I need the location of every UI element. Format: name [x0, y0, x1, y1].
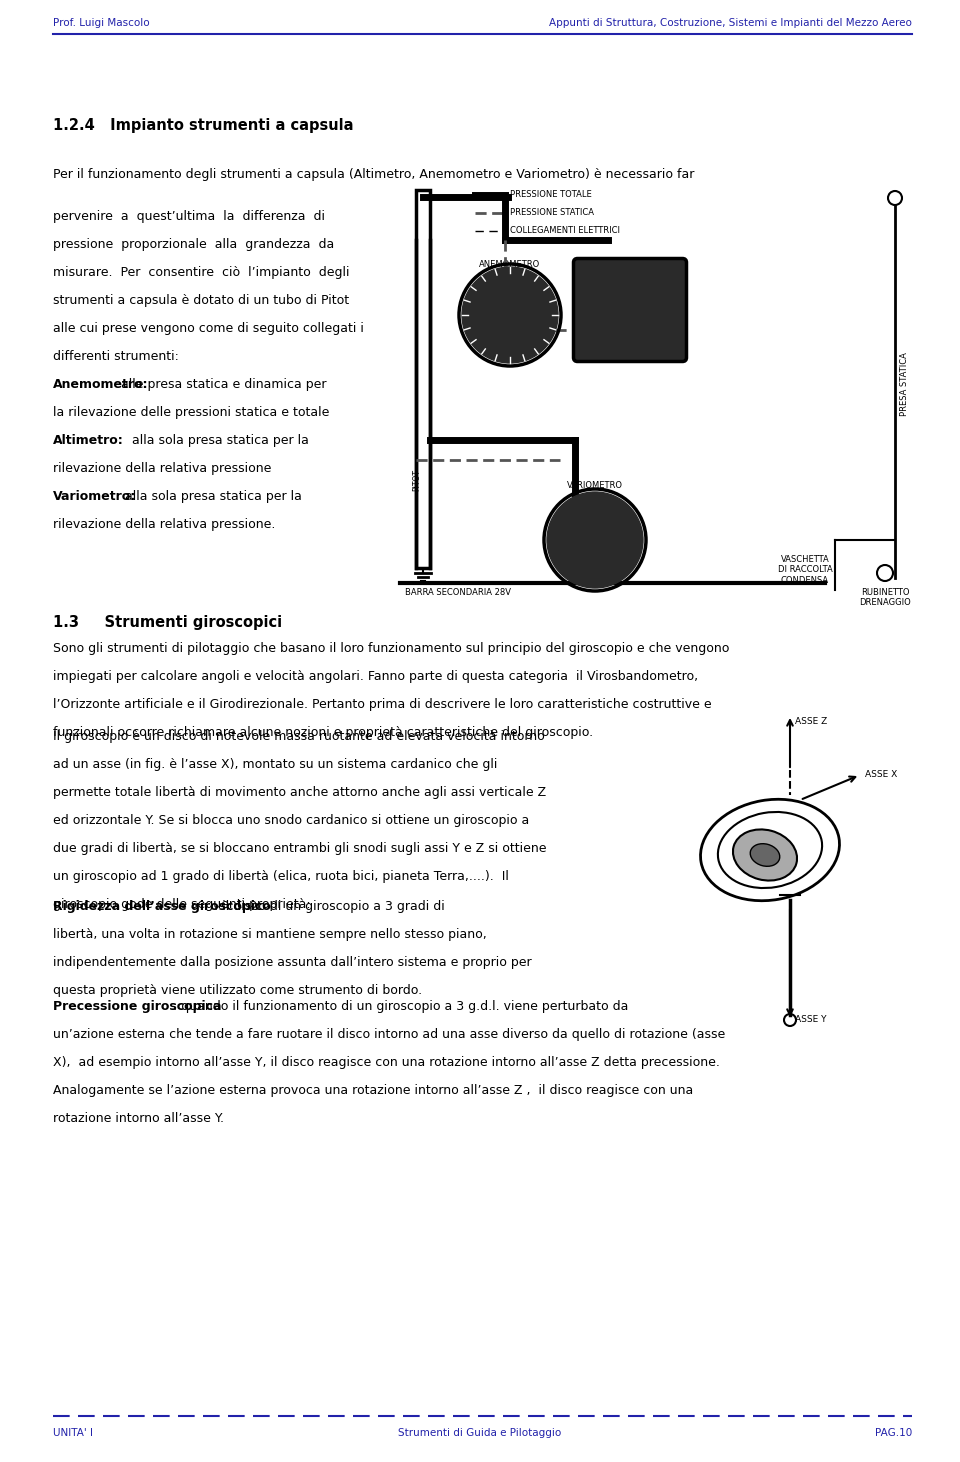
Text: RUBINETTO
DRENAGGIO: RUBINETTO DRENAGGIO — [859, 588, 911, 607]
Text: alla sola presa statica per la: alla sola presa statica per la — [108, 490, 301, 503]
Text: un’azione esterna che tende a fare ruotare il disco intorno ad una asse diverso : un’azione esterna che tende a fare ruota… — [53, 1028, 725, 1041]
Text: ad un asse (in fig. è l’asse X), montato su un sistema cardanico che gli: ad un asse (in fig. è l’asse X), montato… — [53, 757, 497, 770]
Text: Analogamente se l’azione esterna provoca una rotazione intorno all’asse Z ,  il : Analogamente se l’azione esterna provoca… — [53, 1083, 693, 1096]
Text: pervenire  a  quest’ultima  la  differenza  di: pervenire a quest’ultima la differenza d… — [53, 211, 325, 224]
Text: indipendentemente dalla posizione assunta dall’intero sistema e proprio per: indipendentemente dalla posizione assunt… — [53, 956, 532, 969]
Text: BARRA SECONDARIA 28V: BARRA SECONDARIA 28V — [405, 588, 511, 596]
Text: ALTIMETRO: ALTIMETRO — [607, 260, 654, 269]
Text: permette totale libertà di movimento anche attorno anche agli assi verticale Z: permette totale libertà di movimento anc… — [53, 787, 546, 800]
Text: funzionali occorre richiamare alcune nozioni e proprietà caratteristiche del gir: funzionali occorre richiamare alcune noz… — [53, 727, 593, 738]
Text: X),  ad esempio intorno all’asse Y, il disco reagisce con una rotazione intorno : X), ad esempio intorno all’asse Y, il di… — [53, 1056, 720, 1069]
Text: alle cui prese vengono come di seguito collegati i: alle cui prese vengono come di seguito c… — [53, 322, 364, 335]
Text: rotazione intorno all’asse Y.: rotazione intorno all’asse Y. — [53, 1113, 224, 1124]
Text: VASCHETTA
DI RACCOLTA
CONDENSA: VASCHETTA DI RACCOLTA CONDENSA — [778, 556, 832, 585]
Text: Precessione giroscopica: Precessione giroscopica — [53, 1000, 222, 1013]
Text: Sono gli strumenti di pilotaggio che basano il loro funzionamento sul principio : Sono gli strumenti di pilotaggio che bas… — [53, 642, 730, 655]
Text: alla sola presa statica per la: alla sola presa statica per la — [104, 434, 308, 447]
Text: giroscopio gode delle seguenti proprietà:: giroscopio gode delle seguenti proprietà… — [53, 898, 311, 911]
Text: Prof. Luigi Mascolo: Prof. Luigi Mascolo — [53, 18, 150, 28]
Text: strumenti a capsula è dotato di un tubo di Pitot: strumenti a capsula è dotato di un tubo … — [53, 294, 349, 307]
Text: ANEMOMETRO: ANEMOMETRO — [479, 260, 540, 269]
Text: PAG.10: PAG.10 — [875, 1428, 912, 1439]
Text: un giroscopio ad 1 grado di libertà (elica, ruota bici, pianeta Terra,....).  Il: un giroscopio ad 1 grado di libertà (eli… — [53, 870, 509, 883]
Text: differenti strumenti:: differenti strumenti: — [53, 349, 179, 363]
Text: PITOT: PITOT — [413, 469, 421, 491]
Text: questa proprietà viene utilizzato come strumento di bordo.: questa proprietà viene utilizzato come s… — [53, 984, 422, 997]
Text: impiegati per calcolare angoli e velocità angolari. Fanno parte di questa catego: impiegati per calcolare angoli e velocit… — [53, 670, 698, 683]
Text: libertà, una volta in rotazione si mantiene sempre nello stesso piano,: libertà, una volta in rotazione si manti… — [53, 928, 487, 942]
Text: l’Orizzonte artificiale e il Girodirezionale. Pertanto prima di descrivere le lo: l’Orizzonte artificiale e il Girodirezio… — [53, 697, 711, 711]
Text: PRESSIONE TOTALE: PRESSIONE TOTALE — [510, 190, 591, 199]
Text: PRESSIONE STATICA: PRESSIONE STATICA — [510, 208, 594, 216]
Text: alle presa statica e dinamica per: alle presa statica e dinamica per — [108, 379, 326, 390]
Text: Variometro:: Variometro: — [53, 490, 136, 503]
Text: misurare.  Per  consentire  ciò  l’impianto  degli: misurare. Per consentire ciò l’impianto … — [53, 266, 349, 279]
Text: : quando il funzionamento di un giroscopio a 3 g.d.l. viene perturbato da: : quando il funzionamento di un giroscop… — [173, 1000, 628, 1013]
Text: la rilevazione delle pressioni statica e totale: la rilevazione delle pressioni statica e… — [53, 406, 329, 420]
Text: UNITA' I: UNITA' I — [53, 1428, 93, 1439]
Text: Anemometro:: Anemometro: — [53, 379, 149, 390]
Text: due gradi di libertà, se si bloccano entrambi gli snodi sugli assi Y e Z si otti: due gradi di libertà, se si bloccano ent… — [53, 842, 546, 855]
Text: COLLEGAMENTI ELETTRICI: COLLEGAMENTI ELETTRICI — [510, 227, 620, 235]
Text: rilevazione della relativa pressione.: rilevazione della relativa pressione. — [53, 518, 276, 531]
Text: pressione  proporzionale  alla  grandezza  da: pressione proporzionale alla grandezza d… — [53, 238, 334, 251]
Text: Strumenti di Guida e Pilotaggio: Strumenti di Guida e Pilotaggio — [398, 1428, 562, 1439]
Text: ASSE X: ASSE X — [865, 770, 898, 779]
Text: 1.3     Strumenti giroscopici: 1.3 Strumenti giroscopici — [53, 616, 282, 630]
Circle shape — [462, 268, 558, 363]
Text: PRESA STATICA: PRESA STATICA — [900, 352, 909, 415]
Bar — [416, 190, 430, 569]
Text: : il disco di un giroscopio a 3 gradi di: : il disco di un giroscopio a 3 gradi di — [214, 901, 444, 912]
FancyBboxPatch shape — [573, 259, 686, 361]
Text: 1.2.4   Impianto strumenti a capsula: 1.2.4 Impianto strumenti a capsula — [53, 118, 353, 133]
Text: VARIOMETRO: VARIOMETRO — [567, 481, 623, 490]
Text: ASSE Z: ASSE Z — [795, 716, 828, 727]
Text: ASSE Y: ASSE Y — [795, 1015, 827, 1023]
Ellipse shape — [750, 844, 780, 867]
Text: ed orizzontale Y. Se si blocca uno snodo cardanico si ottiene un giroscopio a: ed orizzontale Y. Se si blocca uno snodo… — [53, 814, 529, 827]
Text: rilevazione della relativa pressione: rilevazione della relativa pressione — [53, 462, 272, 475]
Circle shape — [547, 493, 643, 588]
Text: Altimetro:: Altimetro: — [53, 434, 124, 447]
Text: Appunti di Struttura, Costruzione, Sistemi e Impianti del Mezzo Aereo: Appunti di Struttura, Costruzione, Siste… — [549, 18, 912, 28]
Text: Rigidezza dell’asse giroscopico: Rigidezza dell’asse giroscopico — [53, 901, 271, 912]
Text: Per il funzionamento degli strumenti a capsula (Altimetro, Anemometro e Variomet: Per il funzionamento degli strumenti a c… — [53, 168, 694, 181]
Text: Il giroscopio è un disco di notevole massa ruotante ad elevata velocità intorno: Il giroscopio è un disco di notevole mas… — [53, 730, 544, 743]
Ellipse shape — [732, 829, 797, 880]
